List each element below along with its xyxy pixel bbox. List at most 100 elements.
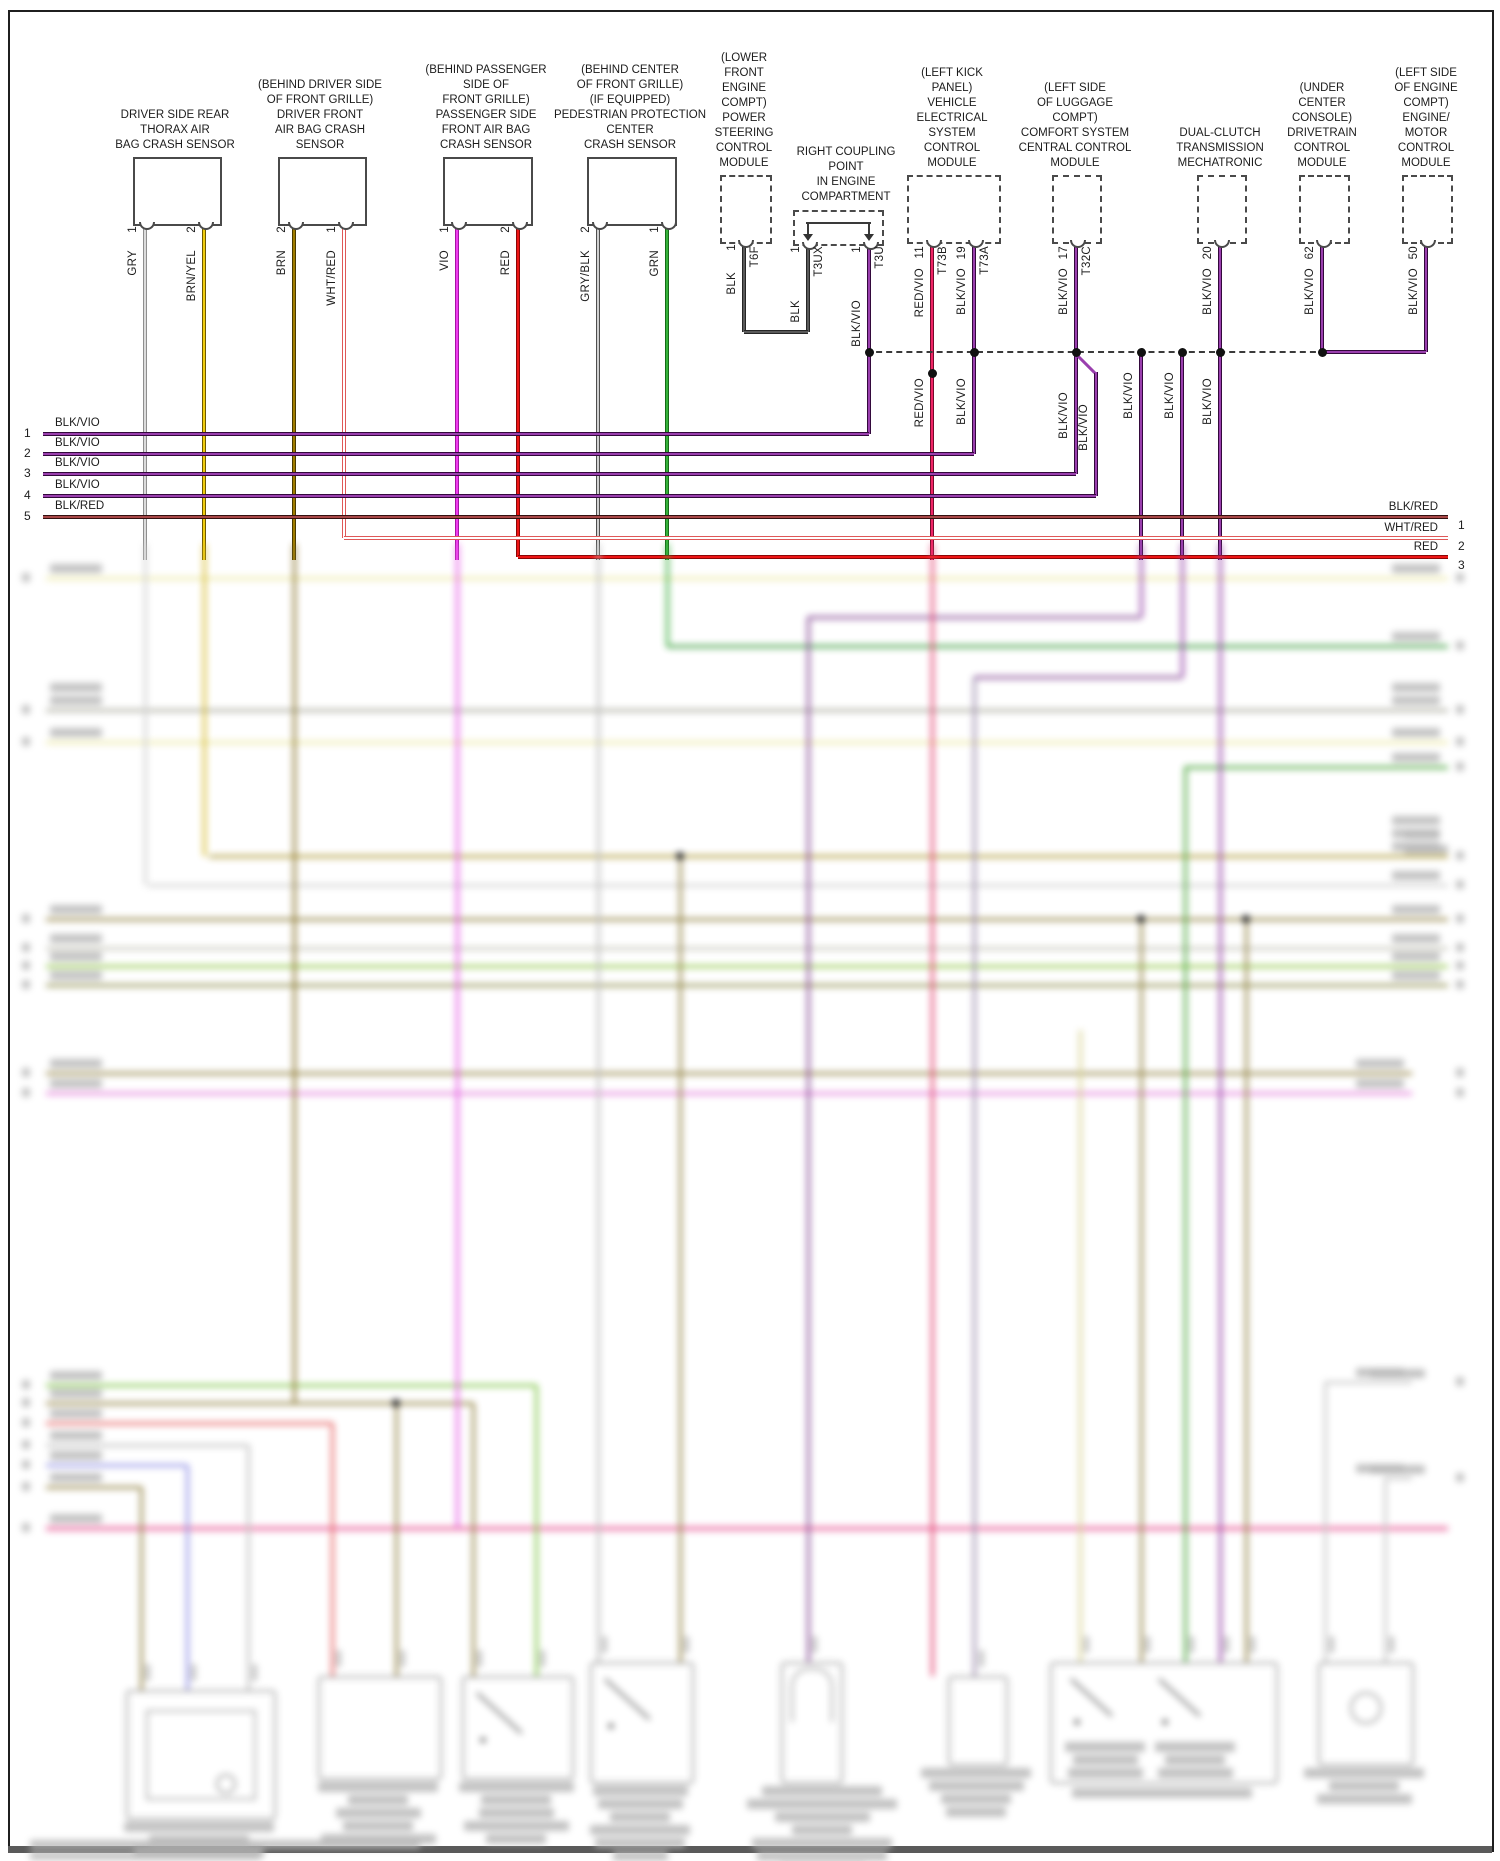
- caption-smudge: [1065, 1742, 1145, 1752]
- caption-smudge: [597, 1799, 683, 1809]
- wire-vertical: [930, 240, 934, 560]
- caption-smudge: [946, 1807, 1006, 1817]
- module-label-line: CONSOLE): [1291, 112, 1353, 124]
- caption-smudge: [762, 1786, 882, 1796]
- caption-smudge: [1165, 1755, 1225, 1765]
- blur-row: [46, 741, 1448, 744]
- label-smudge: [50, 1371, 102, 1380]
- module-label-line: DUAL-CLUTCH: [1179, 127, 1261, 139]
- caption-smudge: [318, 1782, 438, 1792]
- caption-smudge: [757, 1851, 887, 1861]
- blur-vertical: [394, 1403, 398, 1676]
- pin-smudge: [1145, 1636, 1150, 1653]
- wire-horizontal: [43, 472, 1076, 476]
- blur-vertical: [1218, 544, 1222, 1662]
- blur-vertical: [930, 544, 934, 1676]
- pin-smudge: [1250, 1636, 1255, 1653]
- blur-vertical: [246, 1445, 250, 1690]
- junction-dot: [927, 368, 937, 378]
- module-label-line: OF LUGGAGE: [1036, 97, 1114, 109]
- blur-box: [318, 1676, 442, 1780]
- pin-smudge: [336, 1650, 341, 1667]
- wire-horizontal: [43, 494, 1096, 498]
- module-label-line: SENSOR: [295, 139, 345, 151]
- number-smudge: [22, 1418, 30, 1427]
- module-label-line: PEDESTRIAN PROTECTION: [553, 109, 707, 121]
- wire-vertical: [292, 222, 296, 560]
- caption-smudge: [343, 1821, 413, 1831]
- number-smudge: [1456, 943, 1464, 952]
- row-label: BLK/VIO: [55, 437, 100, 449]
- blur-row: [667, 645, 1448, 648]
- diagram-blurred-section: [0, 544, 1500, 1861]
- blur-row: [46, 1526, 1448, 1531]
- label-smudge: [50, 952, 102, 961]
- caption-smudge: [478, 1808, 554, 1818]
- module-label-line: RIGHT COUPLING: [796, 146, 896, 158]
- blur-row: [808, 616, 1141, 619]
- sensor-box: [587, 157, 677, 226]
- module-label-line: MECHATRONIC: [1177, 157, 1263, 169]
- module-label-line: CENTER: [606, 124, 654, 136]
- number-smudge: [1456, 762, 1464, 771]
- label-smudge: [50, 1473, 102, 1482]
- module-label-line: (BEHIND PASSENGER: [425, 64, 547, 76]
- row-label: BLK/RED: [1388, 501, 1438, 513]
- module-label-line: (BEHIND CENTER: [581, 64, 679, 76]
- module-label-line: CONTROL: [923, 142, 981, 154]
- label-smudge: [1392, 696, 1440, 705]
- module-label-line: DRIVER FRONT: [276, 109, 364, 121]
- blur-row: [46, 1422, 332, 1425]
- wire-horizontal: [1322, 350, 1426, 354]
- caption-smudge: [463, 1821, 569, 1831]
- wire-vertical: [596, 222, 600, 560]
- module-label-line: SIDE OF: [462, 79, 510, 91]
- row-number: 1: [1458, 518, 1465, 532]
- wire-vertical: [202, 222, 206, 560]
- number-smudge: [22, 737, 30, 746]
- module-label-line: SYSTEM: [928, 127, 976, 139]
- label-smudge: [1392, 971, 1440, 980]
- junction-dot: [1215, 347, 1225, 357]
- row-label: WHT/RED: [1384, 522, 1438, 534]
- wire-vertical: [806, 247, 810, 332]
- number-smudge: [1456, 914, 1464, 923]
- module-label-line: PASSENGER SIDE: [435, 109, 537, 121]
- module-label-line: STEERING: [714, 127, 774, 139]
- module-label-line: CRASH SENSOR: [583, 139, 677, 151]
- arch-glyph: [791, 1668, 833, 1722]
- footer-smudge: [30, 1852, 260, 1860]
- wire-horizontal: [518, 555, 1448, 559]
- label-smudge: [1356, 1059, 1404, 1068]
- module-label-line: (IF EQUIPPED): [589, 94, 671, 106]
- caption-smudge: [1072, 1788, 1252, 1798]
- blur-row: [46, 709, 1448, 712]
- label-smudge: [50, 905, 102, 914]
- number-smudge: [22, 1380, 30, 1389]
- module-label-line: POINT: [828, 161, 864, 173]
- row-number: 4: [24, 488, 31, 502]
- blur-vertical: [471, 1403, 475, 1676]
- number-smudge: [1456, 880, 1464, 889]
- module-box: [1299, 175, 1350, 244]
- caption-smudge: [481, 1795, 551, 1805]
- blur-box: [948, 1676, 1008, 1766]
- number-smudge: [1456, 737, 1464, 746]
- wire-vertical: [455, 222, 459, 560]
- pin-smudge: [602, 1636, 607, 1653]
- blur-row: [148, 884, 1448, 887]
- module-label-line: OF ENGINE: [1394, 82, 1458, 94]
- wire-horizontal: [43, 452, 974, 456]
- module-label-line: CENTRAL CONTROL: [1018, 142, 1132, 154]
- blur-vertical: [185, 1465, 189, 1690]
- module-label-line: MODULE: [1401, 157, 1451, 169]
- number-smudge: [1456, 1377, 1464, 1386]
- caption-smudge: [610, 1812, 670, 1822]
- module-label-line: COMPT): [1403, 97, 1449, 109]
- module-label-line: PANEL): [931, 82, 973, 94]
- caption-smudge: [612, 1851, 668, 1861]
- number-smudge: [1456, 1068, 1464, 1077]
- blur-vertical: [292, 544, 296, 1403]
- caption-smudge: [941, 1794, 1011, 1804]
- module-label-line: COMFORT SYSTEM: [1020, 127, 1130, 139]
